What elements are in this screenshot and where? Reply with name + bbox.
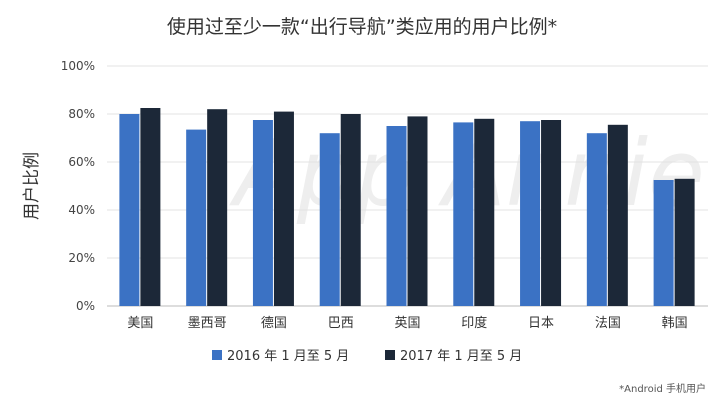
x-axis-categories: 美国 墨西哥 德国 巴西 英国 印度 日本 法国 韩国 <box>127 315 687 331</box>
bar-2017-1 <box>207 109 228 306</box>
y-tick-label: 20% <box>68 251 95 265</box>
category-label: 英国 <box>394 316 420 331</box>
bars <box>119 108 695 307</box>
legend-label: 2017 年 1 月至 5 月 <box>400 349 522 364</box>
bar-2016-0 <box>119 114 140 306</box>
category-label: 韩国 <box>662 316 688 331</box>
y-tick-label: 80% <box>68 107 95 121</box>
category-label: 墨西哥 <box>188 316 227 331</box>
bar-2016-8 <box>653 180 674 306</box>
y-axis-label: 用户比例 <box>22 152 42 220</box>
y-axis-ticks: 0% 20% 40% 60% 80% 100% <box>61 59 95 313</box>
bar-2017-8 <box>674 178 695 306</box>
bar-2017-2 <box>273 111 294 306</box>
bar-2017-0 <box>140 108 161 306</box>
bar-2016-4 <box>386 126 407 306</box>
y-tick-label: 60% <box>68 155 95 169</box>
chart-title: 使用过至少一款“出行导航”类应用的用户比例* <box>167 16 557 38</box>
y-tick-label: 40% <box>68 203 95 217</box>
legend-swatch-2016 <box>212 350 222 360</box>
bar-2017-3 <box>340 114 361 306</box>
category-label: 日本 <box>528 316 554 331</box>
legend-swatch-2017 <box>385 350 395 360</box>
footnote: *Android 手机用户 <box>619 382 706 395</box>
bar-2016-5 <box>453 122 474 307</box>
bar-2016-3 <box>319 133 340 306</box>
bar-2016-1 <box>186 129 207 306</box>
bar-2016-6 <box>520 121 541 306</box>
bar-2016-2 <box>252 120 273 306</box>
category-label: 法国 <box>595 316 621 331</box>
bar-2017-7 <box>607 124 628 306</box>
category-label: 巴西 <box>328 316 354 331</box>
y-tick-label: 0% <box>76 299 95 313</box>
bar-2017-5 <box>474 118 495 306</box>
bar-2017-6 <box>541 120 562 306</box>
legend-label: 2016 年 1 月至 5 月 <box>227 349 349 364</box>
bar-2017-4 <box>407 116 428 307</box>
category-label: 美国 <box>127 316 153 331</box>
bar-2016-7 <box>586 133 607 306</box>
category-label: 德国 <box>261 316 287 331</box>
category-label: 印度 <box>461 315 487 331</box>
legend: 2016 年 1 月至 5 月 2017 年 1 月至 5 月 <box>212 349 522 364</box>
y-tick-label: 100% <box>61 59 95 73</box>
